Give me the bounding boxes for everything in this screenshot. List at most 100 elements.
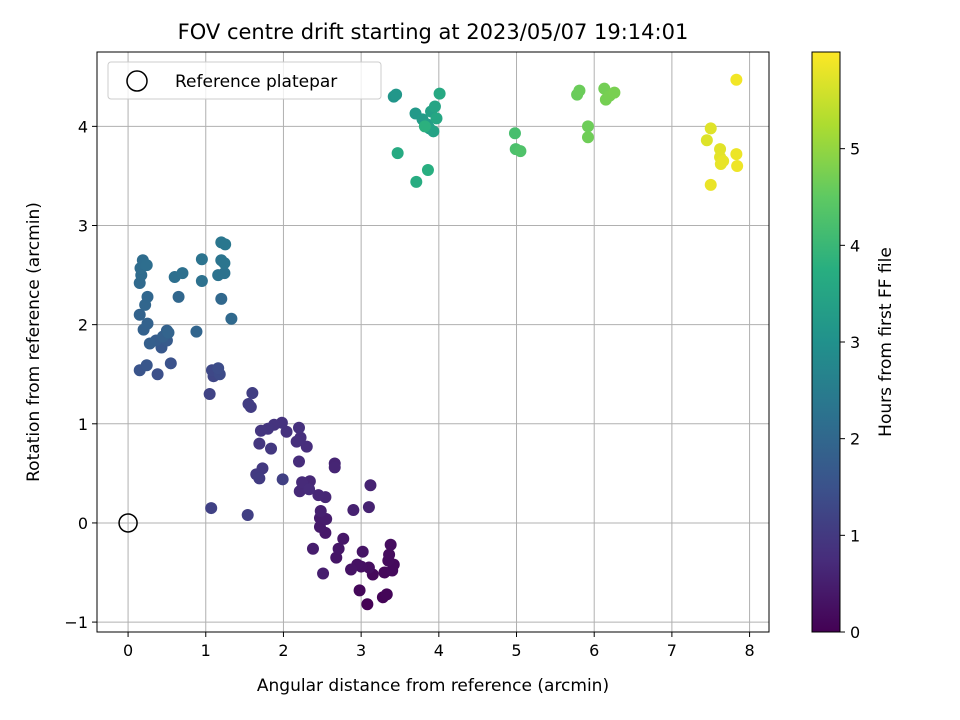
data-point bbox=[433, 87, 446, 100]
data-point bbox=[265, 442, 278, 455]
y-tick-label: 3 bbox=[78, 217, 88, 236]
data-point bbox=[292, 421, 305, 434]
data-point bbox=[219, 238, 232, 251]
data-point bbox=[508, 127, 521, 140]
data-point bbox=[306, 542, 319, 555]
colorbar-tick-label: 0 bbox=[850, 623, 860, 642]
data-point bbox=[704, 178, 717, 191]
data-point bbox=[421, 163, 434, 176]
data-point bbox=[383, 548, 396, 561]
x-tick-label: 1 bbox=[201, 641, 211, 660]
chart-title: FOV centre drift starting at 2023/05/07 … bbox=[178, 20, 689, 44]
data-point bbox=[190, 325, 203, 338]
data-point bbox=[314, 505, 327, 518]
y-tick-label: 4 bbox=[78, 117, 88, 136]
data-point bbox=[581, 131, 594, 144]
data-point bbox=[292, 455, 305, 468]
data-point bbox=[731, 160, 744, 173]
data-point bbox=[730, 148, 743, 161]
x-tick-label: 6 bbox=[589, 641, 599, 660]
data-point bbox=[410, 175, 423, 188]
data-point bbox=[303, 483, 316, 496]
data-point bbox=[246, 387, 259, 400]
x-tick-label: 8 bbox=[744, 641, 754, 660]
legend-box bbox=[107, 61, 382, 100]
data-point bbox=[215, 292, 228, 305]
y-tick-label: 1 bbox=[78, 415, 88, 434]
data-point bbox=[391, 147, 404, 160]
data-point bbox=[345, 563, 358, 576]
data-point bbox=[151, 368, 164, 381]
data-point bbox=[608, 86, 621, 99]
data-point bbox=[384, 538, 397, 551]
x-tick-label: 7 bbox=[667, 641, 677, 660]
x-axis-label: Angular distance from reference (arcmin) bbox=[257, 676, 609, 696]
data-point bbox=[704, 122, 717, 135]
data-point bbox=[143, 337, 156, 350]
data-point bbox=[700, 134, 713, 147]
legend-reference-marker bbox=[126, 70, 148, 92]
data-point bbox=[212, 362, 225, 375]
data-point bbox=[140, 359, 153, 372]
data-point bbox=[573, 84, 586, 97]
data-point bbox=[164, 357, 177, 370]
data-point bbox=[428, 100, 441, 113]
x-tick-label: 5 bbox=[511, 641, 521, 660]
data-point bbox=[242, 397, 255, 410]
y-axis-label: Rotation from reference (arcmin) bbox=[24, 202, 44, 482]
colorbar-gradient bbox=[811, 51, 841, 633]
x-tick-label: 2 bbox=[278, 641, 288, 660]
data-point bbox=[347, 504, 360, 517]
data-point bbox=[176, 267, 189, 280]
data-point bbox=[195, 275, 208, 288]
data-point bbox=[253, 472, 266, 485]
legend: Reference platepar bbox=[107, 61, 382, 100]
data-point bbox=[430, 112, 443, 125]
legend-reference-label: Reference platepar bbox=[175, 72, 337, 92]
data-point bbox=[172, 290, 185, 303]
data-point bbox=[218, 257, 231, 270]
data-point bbox=[290, 435, 303, 448]
colorbar-tick-label: 4 bbox=[850, 236, 860, 255]
data-point bbox=[717, 155, 730, 168]
data-point bbox=[276, 473, 289, 486]
data-point bbox=[356, 545, 369, 558]
axes: 0 1 2 3 4 5 6 7 8 −1 0 1 2 3 4 bbox=[64, 51, 770, 660]
data-point bbox=[141, 290, 154, 303]
data-point bbox=[514, 145, 527, 158]
data-point bbox=[162, 326, 175, 339]
data-point bbox=[254, 424, 267, 437]
y-tick-label: 0 bbox=[78, 514, 88, 533]
data-point bbox=[362, 501, 375, 514]
colorbar-tick-label: 2 bbox=[850, 430, 860, 449]
y-tick-label: 2 bbox=[78, 316, 88, 335]
data-point bbox=[141, 317, 154, 330]
data-point bbox=[317, 567, 330, 580]
data-point bbox=[581, 120, 594, 133]
y-tick-label: −1 bbox=[64, 613, 88, 632]
data-point bbox=[390, 88, 403, 101]
scatter-points bbox=[118, 73, 744, 611]
grid-lines bbox=[97, 52, 769, 632]
x-tick-label: 3 bbox=[356, 641, 366, 660]
data-point bbox=[332, 542, 345, 555]
data-point bbox=[218, 267, 231, 280]
data-point bbox=[730, 73, 743, 86]
colorbar-tick-label: 3 bbox=[850, 333, 860, 352]
data-point bbox=[225, 312, 238, 325]
data-point bbox=[361, 598, 374, 611]
data-point bbox=[140, 259, 153, 272]
data-point bbox=[280, 425, 293, 438]
data-point bbox=[337, 532, 350, 545]
data-point bbox=[253, 437, 266, 450]
data-point bbox=[300, 440, 313, 453]
data-point bbox=[203, 388, 216, 401]
x-tick-label: 4 bbox=[434, 641, 444, 660]
colorbar: 0 1 2 3 4 5 bbox=[811, 51, 860, 642]
data-point bbox=[312, 489, 325, 502]
plot-frame bbox=[96, 51, 770, 633]
colorbar-tick-label: 5 bbox=[850, 140, 860, 159]
data-point bbox=[241, 509, 254, 522]
reference-marker bbox=[118, 513, 138, 533]
